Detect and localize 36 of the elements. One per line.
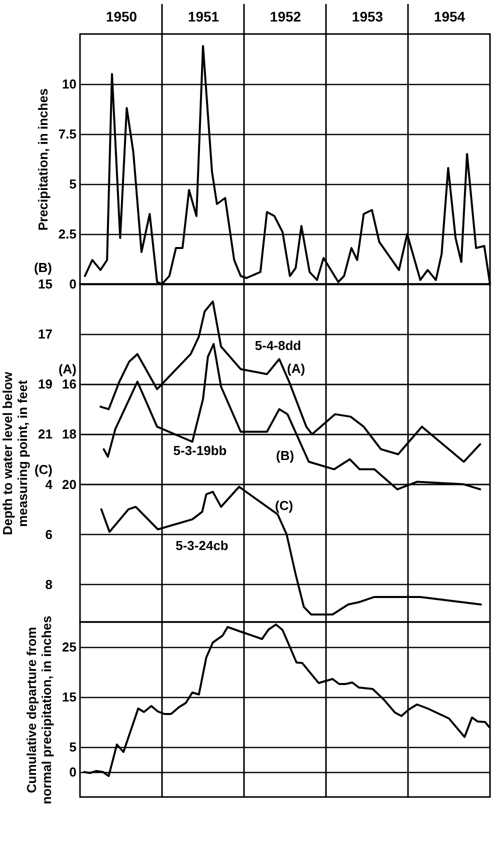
y-axis-title: Depth to water level below measuring point, in feet (0, 370, 30, 536)
y-tick-label: 0 (69, 764, 76, 780)
annotation: (A) (286, 361, 306, 376)
y-tick-label: 2.5 (58, 226, 76, 242)
y3-axis-title: (C) (34, 462, 52, 477)
y3-tick-label: 8 (45, 576, 52, 592)
annotation: 5-4-8dd (254, 338, 302, 353)
y3-tick-label: 4 (45, 476, 54, 492)
annotation: 5-3-19bb (173, 443, 227, 458)
y2-axis-title: (A) (58, 362, 76, 377)
x-tick-label: 1952 (270, 8, 302, 24)
annotation: 5-3-24cb (176, 538, 228, 553)
annotation: (B) (276, 448, 294, 463)
y-tick-label: 0 (69, 276, 76, 292)
y-axis-title: Precipitation, in inches (35, 88, 50, 231)
y-tick-label: 17 (38, 326, 52, 342)
y-tick-label: 15 (62, 690, 76, 704)
x-tick-label: 1951 (188, 8, 220, 24)
y-tick-label: 5 (69, 176, 76, 192)
text: (B) (34, 260, 52, 275)
y-tick-label: 15 (38, 276, 52, 292)
y-axis-title: Cumulative departure from normal precipitation, in inches (24, 616, 54, 804)
y-tick-label: 10 (62, 76, 76, 92)
y3-tick-label: 6 (45, 526, 52, 542)
x-tick-label: 1953 (352, 8, 384, 24)
y2-tick-label: 20 (62, 476, 76, 492)
y-tick-label: 25 (62, 640, 76, 654)
y-tick-label: 19 (38, 376, 52, 392)
y2-tick-label: 18 (62, 426, 76, 442)
y-tick-label: 21 (38, 426, 52, 442)
y-tick-label: 7.5 (58, 126, 76, 142)
y2-tick-label: 16 (62, 376, 76, 392)
y-tick-label: 5 (69, 740, 76, 754)
annotation: (C) (274, 498, 294, 513)
x-tick-label: 1950 (106, 8, 138, 24)
x-tick-label: 1954 (434, 8, 466, 24)
